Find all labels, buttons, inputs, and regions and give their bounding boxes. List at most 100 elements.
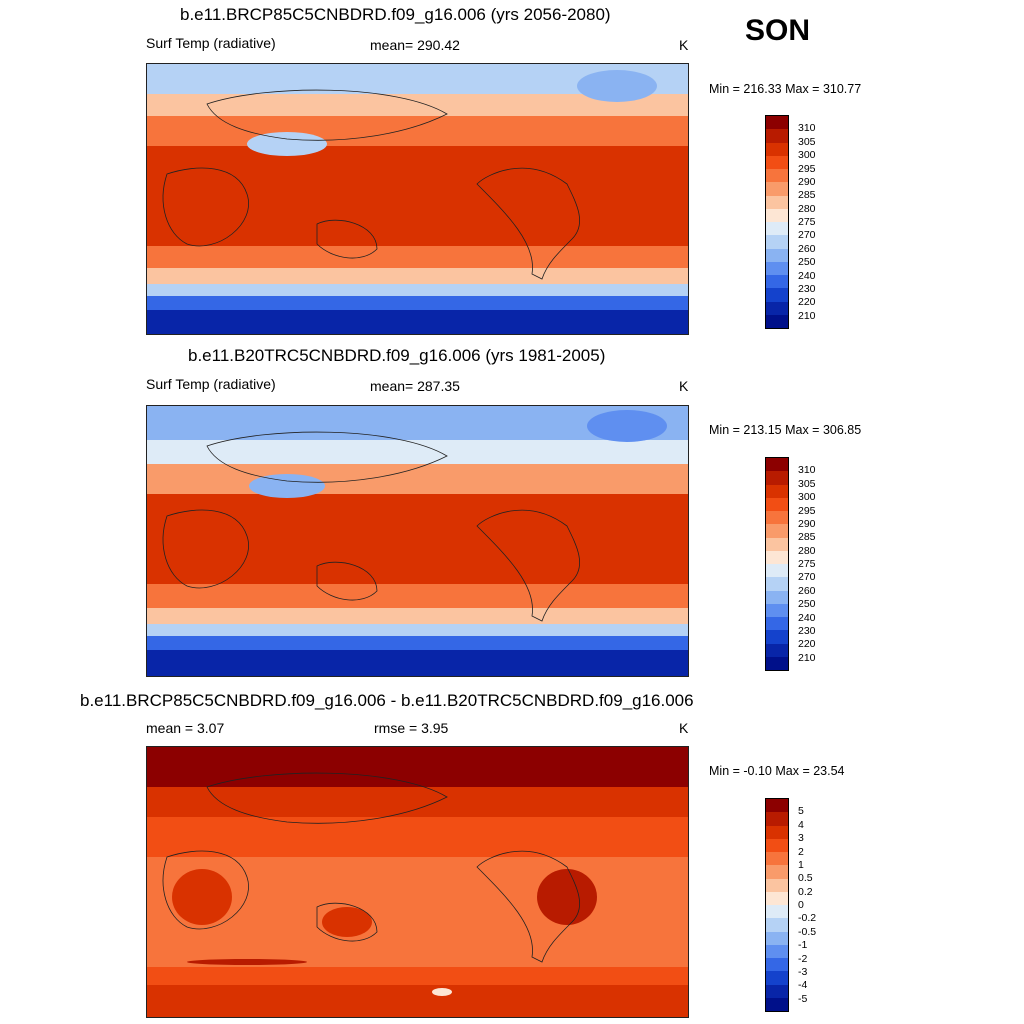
colorbar-swatch (766, 838, 788, 852)
colorbar-tick-label: -2 (798, 952, 808, 965)
colorbar-tick-label: -0.2 (798, 912, 817, 925)
colorbar-swatch (766, 195, 788, 209)
panel2-map-canvas (147, 406, 688, 676)
colorbar-swatch (766, 825, 788, 839)
colorbar-tick-label: 290 (798, 517, 816, 530)
colorbar-swatch (766, 590, 788, 604)
colorbar-tick-label: 3 (798, 832, 804, 845)
colorbar-swatch (766, 288, 788, 302)
colorbar-swatch (766, 918, 788, 932)
panel3-mean: mean = 3.07 (146, 720, 225, 736)
colorbar-swatch (766, 852, 788, 866)
colorbar-swatch (766, 314, 788, 328)
panel3-colorbar (765, 798, 789, 1012)
colorbar-swatch (766, 891, 788, 905)
panel3-rmse: rmse = 3.95 (374, 720, 449, 736)
panel2-variable: Surf Temp (radiative) (146, 376, 276, 392)
colorbar-tick-label: 240 (798, 611, 816, 624)
colorbar-swatch (766, 971, 788, 985)
colorbar-swatch (766, 997, 788, 1011)
colorbar-tick-label: 210 (798, 651, 816, 664)
panel3-title: b.e11.BRCP85C5CNBDRD.f09_g16.006 - b.e11… (80, 691, 694, 710)
panel1-variable: Surf Temp (radiative) (146, 35, 276, 51)
colorbar-tick-label: -3 (798, 965, 808, 978)
colorbar-swatch (766, 511, 788, 525)
colorbar-swatch (766, 944, 788, 958)
colorbar-tick-label: 0.2 (798, 885, 813, 898)
panel2-minmax: Min = 213.15 Max = 306.85 (709, 423, 862, 437)
colorbar-swatch (766, 182, 788, 196)
colorbar-tick-label: 260 (798, 584, 816, 597)
colorbar-tick-label: 285 (798, 189, 816, 202)
colorbar-swatch (766, 865, 788, 879)
colorbar-tick-label: -0.5 (798, 925, 817, 938)
colorbar-tick-label: 280 (798, 202, 816, 215)
colorbar-tick-label: 220 (798, 638, 816, 651)
colorbar-tick-label: 270 (798, 229, 816, 242)
colorbar-tick-label: 305 (798, 135, 816, 148)
colorbar-swatch (766, 958, 788, 972)
colorbar-swatch (766, 497, 788, 511)
colorbar-tick-label: 310 (798, 464, 816, 477)
colorbar-tick-label: 0.5 (798, 872, 813, 885)
colorbar-swatch (766, 878, 788, 892)
colorbar-tick-label: 5 (798, 805, 804, 818)
colorbar-swatch (766, 537, 788, 551)
colorbar-swatch (766, 275, 788, 289)
colorbar-swatch (766, 656, 788, 670)
panel1-units: K (679, 37, 689, 53)
panel2-title: b.e11.B20TRC5CNBDRD.f09_g16.006 (yrs 198… (188, 346, 606, 365)
colorbar-swatch (766, 116, 788, 130)
colorbar-swatch (766, 142, 788, 156)
colorbar-swatch (766, 169, 788, 183)
colorbar-swatch (766, 261, 788, 275)
colorbar-tick-label: 260 (798, 242, 816, 255)
colorbar-swatch (766, 630, 788, 644)
colorbar-tick-label: 270 (798, 571, 816, 584)
colorbar-tick-label: 230 (798, 282, 816, 295)
colorbar-swatch (766, 458, 788, 472)
colorbar-tick-label: -5 (798, 992, 808, 1005)
panel3-map-canvas (147, 747, 688, 1017)
colorbar-swatch (766, 155, 788, 169)
colorbar-swatch (766, 577, 788, 591)
colorbar-tick-label: 1 (798, 858, 804, 871)
colorbar-tick-label: 285 (798, 531, 816, 544)
colorbar-tick-label: 310 (798, 122, 816, 135)
colorbar-tick-label: 220 (798, 296, 816, 309)
colorbar-tick-label: 210 (798, 309, 816, 322)
colorbar-tick-label: 250 (798, 598, 816, 611)
colorbar-swatch (766, 550, 788, 564)
colorbar-swatch (766, 905, 788, 919)
panel3-minmax: Min = -0.10 Max = 23.54 (709, 764, 845, 778)
colorbar-tick-label: 300 (798, 491, 816, 504)
panel1-title: b.e11.BRCP85C5CNBDRD.f09_g16.006 (yrs 20… (180, 5, 611, 24)
panel1-minmax: Min = 216.33 Max = 310.77 (709, 82, 862, 96)
colorbar-tick-label: 230 (798, 624, 816, 637)
panel1-colorbar (765, 115, 789, 329)
colorbar-tick-label: 250 (798, 256, 816, 269)
colorbar-tick-label: -1 (798, 939, 808, 952)
colorbar-swatch (766, 524, 788, 538)
colorbar-swatch (766, 812, 788, 826)
panel2-units: K (679, 378, 689, 394)
colorbar-swatch (766, 799, 788, 813)
colorbar-tick-label: 295 (798, 162, 816, 175)
colorbar-swatch (766, 471, 788, 485)
panel2-mean: mean= 287.35 (370, 378, 460, 394)
panel2-colorbar (765, 457, 789, 671)
colorbar-swatch (766, 248, 788, 262)
colorbar-tick-label: 2 (798, 845, 804, 858)
colorbar-swatch (766, 129, 788, 143)
colorbar-swatch (766, 984, 788, 998)
colorbar-swatch (766, 301, 788, 315)
colorbar-swatch (766, 208, 788, 222)
colorbar-swatch (766, 235, 788, 249)
colorbar-tick-label: 240 (798, 269, 816, 282)
colorbar-tick-label: 300 (798, 149, 816, 162)
colorbar-tick-label: 275 (798, 216, 816, 228)
panel1-mean: mean= 290.42 (370, 37, 460, 53)
colorbar-swatch (766, 564, 788, 578)
colorbar-tick-label: 275 (798, 558, 816, 570)
colorbar-swatch (766, 603, 788, 617)
